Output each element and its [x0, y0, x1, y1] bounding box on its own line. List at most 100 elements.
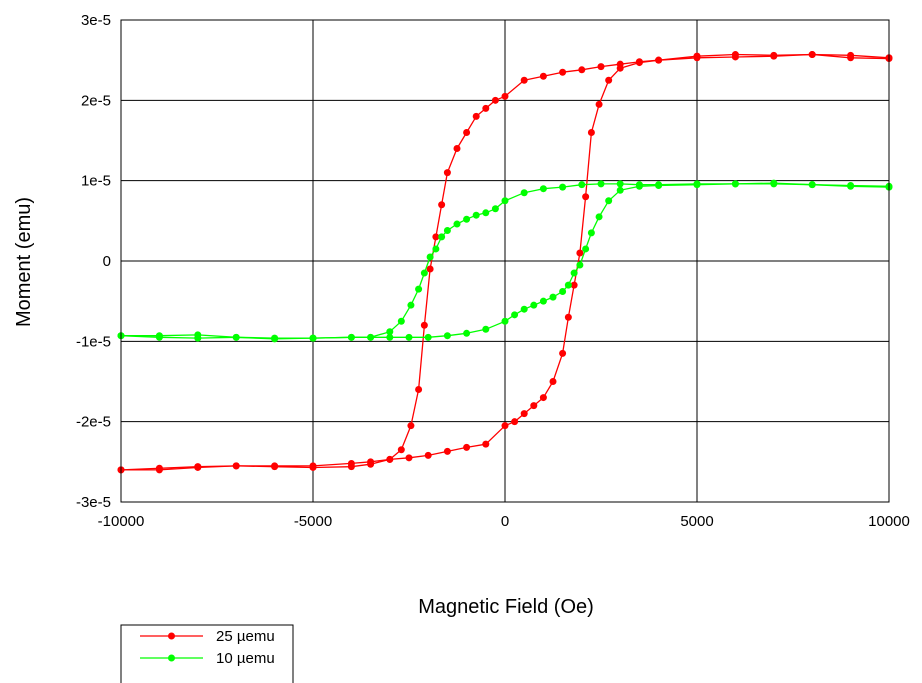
- data-point-25emu: [587, 128, 595, 136]
- data-point-25emu: [426, 265, 434, 273]
- data-point-10emu: [549, 293, 557, 301]
- data-point-10emu: [453, 220, 461, 228]
- data-point-25emu: [271, 462, 279, 470]
- data-point-25emu: [438, 201, 446, 209]
- data-point-25emu: [155, 464, 163, 472]
- data-point-25emu: [443, 169, 451, 177]
- data-point-10emu: [463, 329, 471, 337]
- data-point-10emu: [482, 209, 490, 217]
- data-point-10emu: [367, 333, 375, 341]
- series-layer: [117, 51, 893, 474]
- data-point-10emu: [426, 253, 434, 261]
- data-point-25emu: [453, 145, 461, 153]
- data-point-10emu: [576, 261, 584, 269]
- x-tick-label: 0: [501, 513, 509, 530]
- data-point-25emu: [520, 410, 528, 418]
- data-point-25emu: [194, 463, 202, 471]
- legend-marker-25uemu: [168, 632, 175, 640]
- data-point-10emu: [386, 333, 394, 341]
- data-point-10emu: [570, 269, 578, 277]
- data-point-10emu: [386, 328, 394, 336]
- data-point-25emu: [347, 459, 355, 467]
- data-point-25emu: [808, 51, 816, 59]
- data-point-10emu: [530, 301, 538, 309]
- data-point-25emu: [415, 386, 423, 394]
- grid-layer: [121, 20, 889, 502]
- x-axis-title: Magnetic Field (Oe): [418, 596, 594, 618]
- data-point-10emu: [463, 215, 471, 223]
- data-point-10emu: [194, 334, 202, 342]
- data-point-25emu: [731, 51, 739, 59]
- data-point-25emu: [605, 76, 613, 84]
- y-tick-label: 3e-5: [81, 12, 111, 29]
- data-point-10emu: [539, 185, 547, 193]
- data-point-10emu: [482, 325, 490, 333]
- data-point-25emu: [443, 447, 451, 455]
- data-point-10emu: [420, 269, 428, 277]
- x-tick-label: 5000: [680, 513, 713, 530]
- data-point-25emu: [309, 462, 317, 470]
- y-tick-label: 0: [103, 253, 111, 270]
- data-point-25emu: [491, 96, 499, 104]
- data-point-25emu: [693, 52, 701, 60]
- data-point-25emu: [559, 349, 567, 357]
- data-point-10emu: [520, 189, 528, 197]
- legend-box: [120, 624, 294, 683]
- data-point-25emu: [582, 193, 590, 201]
- data-point-10emu: [808, 181, 816, 189]
- data-point-25emu: [482, 104, 490, 112]
- data-point-25emu: [367, 458, 375, 466]
- y-tick-label: -1e-5: [76, 333, 111, 350]
- data-point-25emu: [386, 455, 394, 463]
- data-point-10emu: [397, 317, 405, 325]
- data-point-10emu: [432, 245, 440, 253]
- data-point-25emu: [635, 59, 643, 67]
- data-point-25emu: [597, 63, 605, 71]
- tick-labels: -10000 -5000 0 5000 10000 -3e-5 -2e-5 -1e-5 0 1e-…: [76, 12, 910, 530]
- data-point-25emu: [847, 54, 855, 62]
- data-point-25emu: [549, 378, 557, 385]
- data-point-10emu: [595, 213, 603, 221]
- legend-label-10uemu: 10 µemu: [216, 650, 275, 667]
- data-point-25emu: [501, 422, 509, 430]
- x-tick-label: -5000: [294, 513, 332, 530]
- data-point-25emu: [501, 92, 509, 100]
- data-point-10emu: [501, 197, 509, 205]
- data-point-10emu: [559, 183, 567, 191]
- data-point-10emu: [405, 333, 413, 341]
- data-point-10emu: [605, 197, 613, 205]
- data-point-25emu: [424, 451, 432, 459]
- x-tick-label: -10000: [98, 513, 145, 530]
- data-point-25emu: [530, 402, 538, 410]
- data-point-10emu: [443, 226, 451, 234]
- data-point-25emu: [432, 233, 440, 241]
- data-point-10emu: [559, 288, 567, 296]
- data-point-25emu: [420, 321, 428, 329]
- data-point-10emu: [424, 333, 432, 341]
- data-point-10emu: [635, 182, 643, 190]
- data-point-10emu: [407, 301, 415, 309]
- data-point-10emu: [472, 211, 480, 219]
- y-axis-title: Moment (emu): [13, 197, 35, 327]
- data-point-25emu: [539, 394, 547, 402]
- data-point-10emu: [655, 181, 663, 189]
- data-point-25emu: [482, 440, 490, 448]
- data-point-10emu: [847, 181, 855, 189]
- plot-frame: [120, 19, 890, 503]
- data-point-25emu: [770, 51, 778, 59]
- data-point-25emu: [578, 66, 586, 74]
- data-point-25emu: [576, 249, 584, 257]
- data-point-10emu: [309, 334, 317, 342]
- data-point-25emu: [539, 72, 547, 80]
- x-tick-label: 10000: [868, 513, 910, 530]
- data-point-25emu: [405, 454, 413, 462]
- data-point-10emu: [443, 332, 451, 340]
- data-point-10emu: [587, 229, 595, 237]
- data-point-25emu: [520, 76, 528, 84]
- data-point-10emu: [415, 285, 423, 293]
- data-point-25emu: [463, 443, 471, 451]
- data-point-10emu: [501, 317, 509, 325]
- y-tick-label: 2e-5: [81, 92, 111, 109]
